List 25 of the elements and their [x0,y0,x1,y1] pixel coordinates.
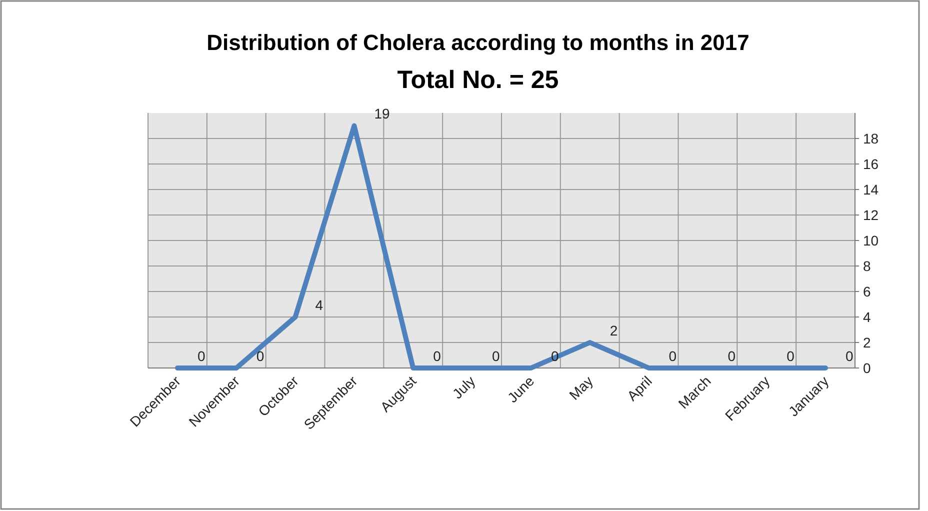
y-tick-label: 0 [863,360,871,376]
y-tick-label: 14 [863,181,879,198]
y-tick-label: 10 [863,232,879,248]
y-tick-label: 12 [863,206,879,223]
data-label: 0 [668,348,677,364]
data-label: 0 [256,348,264,364]
data-label: 4 [315,296,324,313]
y-tick-label: 18 [863,130,879,146]
y-tick-label: 8 [863,258,871,274]
chart-title: Distribution of Cholera according to months in 2017 [206,30,750,55]
y-tick-label: 2 [863,334,871,350]
data-label: 0 [728,348,736,364]
x-tick-label: May [566,372,596,403]
data-label: 0 [197,348,206,364]
data-label: 2 [610,322,618,338]
data-label: 19 [374,106,390,122]
data-label: 0 [786,348,795,364]
data-label: 0 [492,348,500,364]
chart-subtitle: Total No. = 25 [397,66,559,94]
y-tick-label: 16 [863,156,879,172]
y-tick-label: 6 [863,283,871,300]
data-label: 0 [846,348,854,364]
x-tick-label: July [449,372,478,402]
data-label: 0 [433,348,442,364]
y-tick-label: 4 [863,308,871,325]
